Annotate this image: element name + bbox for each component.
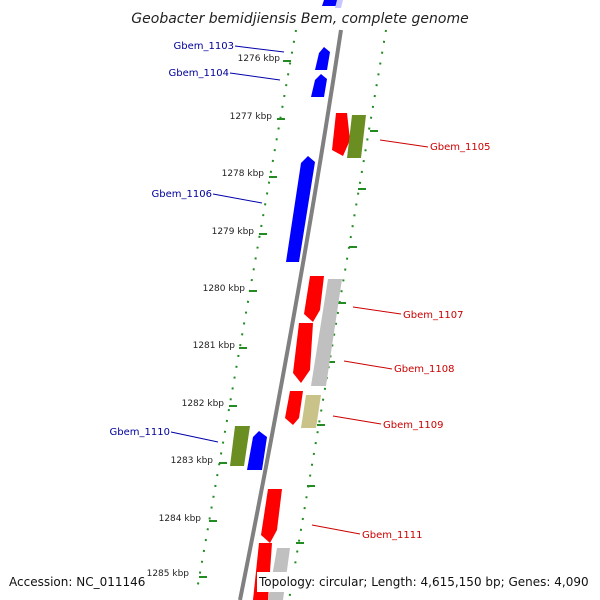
outer-ticks xyxy=(296,130,378,544)
kbp-label: 1284 kbp xyxy=(159,514,202,524)
kbp-label: 1279 kbp xyxy=(212,227,255,237)
gene-feature xyxy=(301,395,321,428)
kbp-label: 1280 kbp xyxy=(203,284,246,294)
gene-feature xyxy=(347,115,366,158)
kbp-label: 1276 kbp xyxy=(238,54,281,64)
inner-dotted-track xyxy=(196,29,297,591)
gene-feature xyxy=(311,74,327,97)
gene-label: Gbem_1108 xyxy=(394,364,454,375)
genome-backbone xyxy=(238,29,343,600)
kbp-labels: 1276 kbp 1277 kbp 1278 kbp 1279 kbp 1280… xyxy=(147,54,281,579)
kbp-label: 1283 kbp xyxy=(171,456,214,466)
gene-labels: Gbem_1103 Gbem_1104 Gbem_1105 Gbem_1106 … xyxy=(110,41,491,541)
gene-label: Gbem_1109 xyxy=(383,420,443,431)
gene-feature xyxy=(332,113,350,156)
gene-label: Gbem_1104 xyxy=(169,68,229,79)
gene-feature xyxy=(293,323,313,383)
map-title: Geobacter bemidjiensis Bem, complete gen… xyxy=(131,11,468,27)
gene-feature xyxy=(261,489,282,543)
label-leader-lines xyxy=(170,45,429,535)
accession-label: Accession: NC_011146 xyxy=(7,572,148,592)
gene-feature xyxy=(311,279,342,386)
kbp-label: 1278 kbp xyxy=(222,169,265,179)
kbp-label: 1281 kbp xyxy=(193,341,236,351)
gene-label: Gbem_1103 xyxy=(174,41,234,52)
gene-label: Gbem_1105 xyxy=(430,142,490,153)
kbp-ticks xyxy=(199,60,291,578)
gene-feature xyxy=(230,426,250,466)
kbp-label: 1277 kbp xyxy=(230,112,273,122)
gene-label: Gbem_1106 xyxy=(152,189,212,200)
gene-feature xyxy=(286,156,315,262)
gene-label: Gbem_1107 xyxy=(403,310,463,321)
topology-label: Topology: circular; Length: 4,615,150 bp… xyxy=(257,572,591,592)
gene-feature xyxy=(304,276,324,322)
gene-feature xyxy=(285,391,303,425)
kbp-label: 1285 kbp xyxy=(147,569,190,579)
gene-feature xyxy=(335,0,343,8)
kbp-label: 1282 kbp xyxy=(182,399,225,409)
gene-feature xyxy=(315,47,330,70)
gene-label: Gbem_1110 xyxy=(110,427,170,438)
gene-label: Gbem_1111 xyxy=(362,530,422,541)
gene-feature xyxy=(247,431,267,470)
gene-feature xyxy=(322,0,338,6)
